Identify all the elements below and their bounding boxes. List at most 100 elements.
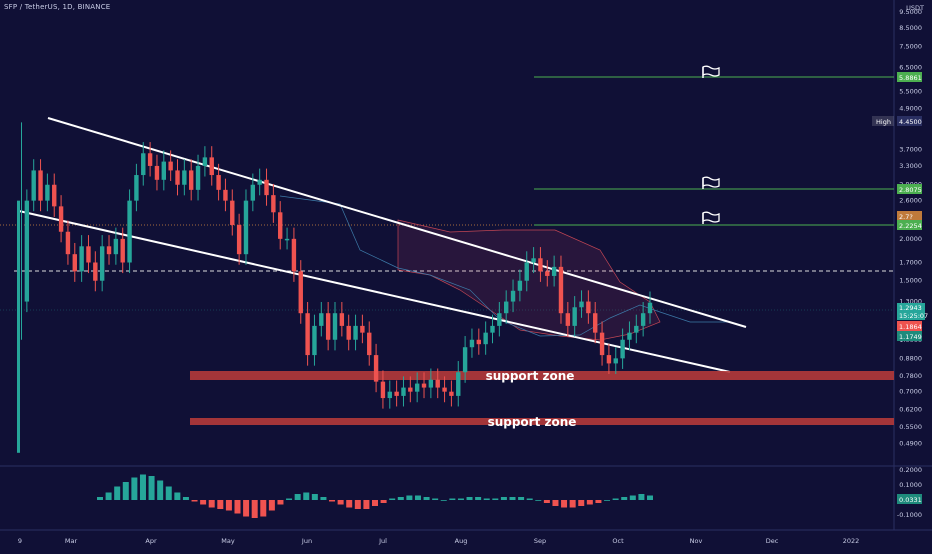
candle-body[interactable] bbox=[298, 271, 303, 314]
candle-body[interactable] bbox=[264, 179, 269, 196]
candle-body[interactable] bbox=[312, 325, 317, 356]
candle-body[interactable] bbox=[435, 379, 440, 388]
candle-body[interactable] bbox=[147, 153, 153, 166]
target-flag-2[interactable] bbox=[702, 176, 720, 189]
support-zone-upper[interactable] bbox=[190, 371, 894, 380]
candle-body[interactable] bbox=[380, 381, 386, 399]
candle-body[interactable] bbox=[538, 258, 543, 272]
candle-body[interactable] bbox=[291, 238, 297, 272]
candle-body[interactable] bbox=[517, 280, 523, 291]
candle-body[interactable] bbox=[449, 391, 454, 396]
target-flag-1[interactable] bbox=[702, 65, 720, 78]
candle-body[interactable] bbox=[168, 161, 173, 171]
candle-body[interactable] bbox=[236, 224, 242, 255]
candle-body[interactable] bbox=[421, 383, 427, 388]
candle-body[interactable] bbox=[551, 266, 557, 276]
candle-body[interactable] bbox=[599, 332, 605, 356]
candle-body[interactable] bbox=[243, 200, 249, 255]
candle-body[interactable] bbox=[182, 170, 187, 185]
candle-body[interactable] bbox=[606, 355, 612, 364]
candle-body[interactable] bbox=[408, 387, 413, 392]
candle-body[interactable] bbox=[65, 231, 71, 255]
candle-body[interactable] bbox=[257, 179, 262, 185]
candle-body[interactable] bbox=[99, 246, 105, 281]
candle-body[interactable] bbox=[462, 347, 468, 373]
candle-body[interactable] bbox=[346, 325, 351, 340]
candle-body[interactable] bbox=[24, 200, 30, 302]
candle-body[interactable] bbox=[524, 262, 529, 281]
candle-body[interactable] bbox=[195, 165, 201, 190]
candle-body[interactable] bbox=[394, 391, 399, 396]
support-zone-lower[interactable] bbox=[190, 418, 894, 425]
candle-body[interactable] bbox=[52, 184, 57, 207]
candle-body[interactable] bbox=[469, 339, 475, 348]
candle-body[interactable] bbox=[545, 271, 550, 276]
candle-body[interactable] bbox=[387, 391, 392, 399]
candle-body[interactable] bbox=[223, 189, 228, 201]
candle-body[interactable] bbox=[216, 175, 221, 190]
candle-body[interactable] bbox=[456, 372, 461, 396]
candle-body[interactable] bbox=[483, 332, 488, 345]
candle-body[interactable] bbox=[106, 246, 112, 255]
candle-body[interactable] bbox=[154, 165, 160, 180]
candle-body[interactable] bbox=[141, 153, 146, 176]
candle-body[interactable] bbox=[188, 170, 194, 190]
candle-body[interactable] bbox=[250, 184, 256, 201]
candle-body[interactable] bbox=[305, 313, 310, 356]
target-flag-3[interactable] bbox=[702, 211, 720, 224]
candle-body[interactable] bbox=[634, 325, 639, 333]
candle-body[interactable] bbox=[120, 238, 125, 263]
candle-body[interactable] bbox=[319, 313, 324, 326]
candle-body[interactable] bbox=[325, 313, 331, 340]
candle-body[interactable] bbox=[175, 170, 180, 185]
candle-body[interactable] bbox=[640, 313, 646, 326]
candle-body[interactable] bbox=[209, 157, 214, 176]
candle-body[interactable] bbox=[332, 313, 338, 340]
candle-body[interactable] bbox=[442, 387, 447, 392]
candle-body[interactable] bbox=[579, 301, 584, 308]
candle-body[interactable] bbox=[339, 313, 345, 326]
candle-body[interactable] bbox=[620, 339, 625, 359]
symbol-title[interactable]: SFP / TetherUS, 1D, BINANCE bbox=[4, 3, 111, 11]
candle-body[interactable] bbox=[373, 355, 379, 382]
candle-body[interactable] bbox=[93, 262, 98, 281]
candle-body[interactable] bbox=[134, 175, 139, 201]
candle-body[interactable] bbox=[490, 325, 495, 333]
candle-body[interactable] bbox=[38, 170, 43, 201]
candle-body[interactable] bbox=[353, 325, 358, 340]
candle-body[interactable] bbox=[271, 195, 276, 213]
candle-body[interactable] bbox=[647, 302, 653, 314]
candle-body[interactable] bbox=[230, 200, 235, 225]
candle-body[interactable] bbox=[627, 332, 632, 340]
candle-body[interactable] bbox=[503, 301, 509, 314]
candle-body[interactable] bbox=[510, 290, 516, 302]
candle-body[interactable] bbox=[497, 313, 502, 326]
candle-body[interactable] bbox=[572, 307, 577, 326]
candle-body[interactable] bbox=[428, 379, 434, 388]
candle-body[interactable] bbox=[558, 266, 564, 314]
candle-body[interactable] bbox=[284, 238, 290, 241]
candle-body[interactable] bbox=[414, 383, 420, 392]
candle-body[interactable] bbox=[476, 339, 482, 345]
candle-body[interactable] bbox=[86, 246, 91, 263]
candle-body[interactable] bbox=[31, 170, 36, 201]
candle-body[interactable] bbox=[367, 332, 372, 356]
candle-body[interactable] bbox=[161, 161, 167, 180]
candle-body[interactable] bbox=[45, 184, 50, 201]
candle-body[interactable] bbox=[202, 157, 208, 166]
candle-body[interactable] bbox=[401, 387, 406, 396]
candle-body[interactable] bbox=[360, 325, 365, 333]
listing-candle[interactable] bbox=[17, 200, 20, 453]
candle-body[interactable] bbox=[58, 206, 64, 232]
candle-body[interactable] bbox=[79, 246, 84, 272]
candle-body[interactable] bbox=[127, 200, 132, 263]
candle-body[interactable] bbox=[278, 212, 283, 239]
candle-body[interactable] bbox=[531, 258, 536, 263]
candle-body[interactable] bbox=[113, 238, 119, 255]
candle-body[interactable] bbox=[565, 313, 571, 326]
candle-body[interactable] bbox=[593, 313, 598, 333]
candle-body[interactable] bbox=[613, 358, 618, 364]
candle-body[interactable] bbox=[586, 301, 591, 314]
candle-body[interactable] bbox=[72, 254, 77, 272]
